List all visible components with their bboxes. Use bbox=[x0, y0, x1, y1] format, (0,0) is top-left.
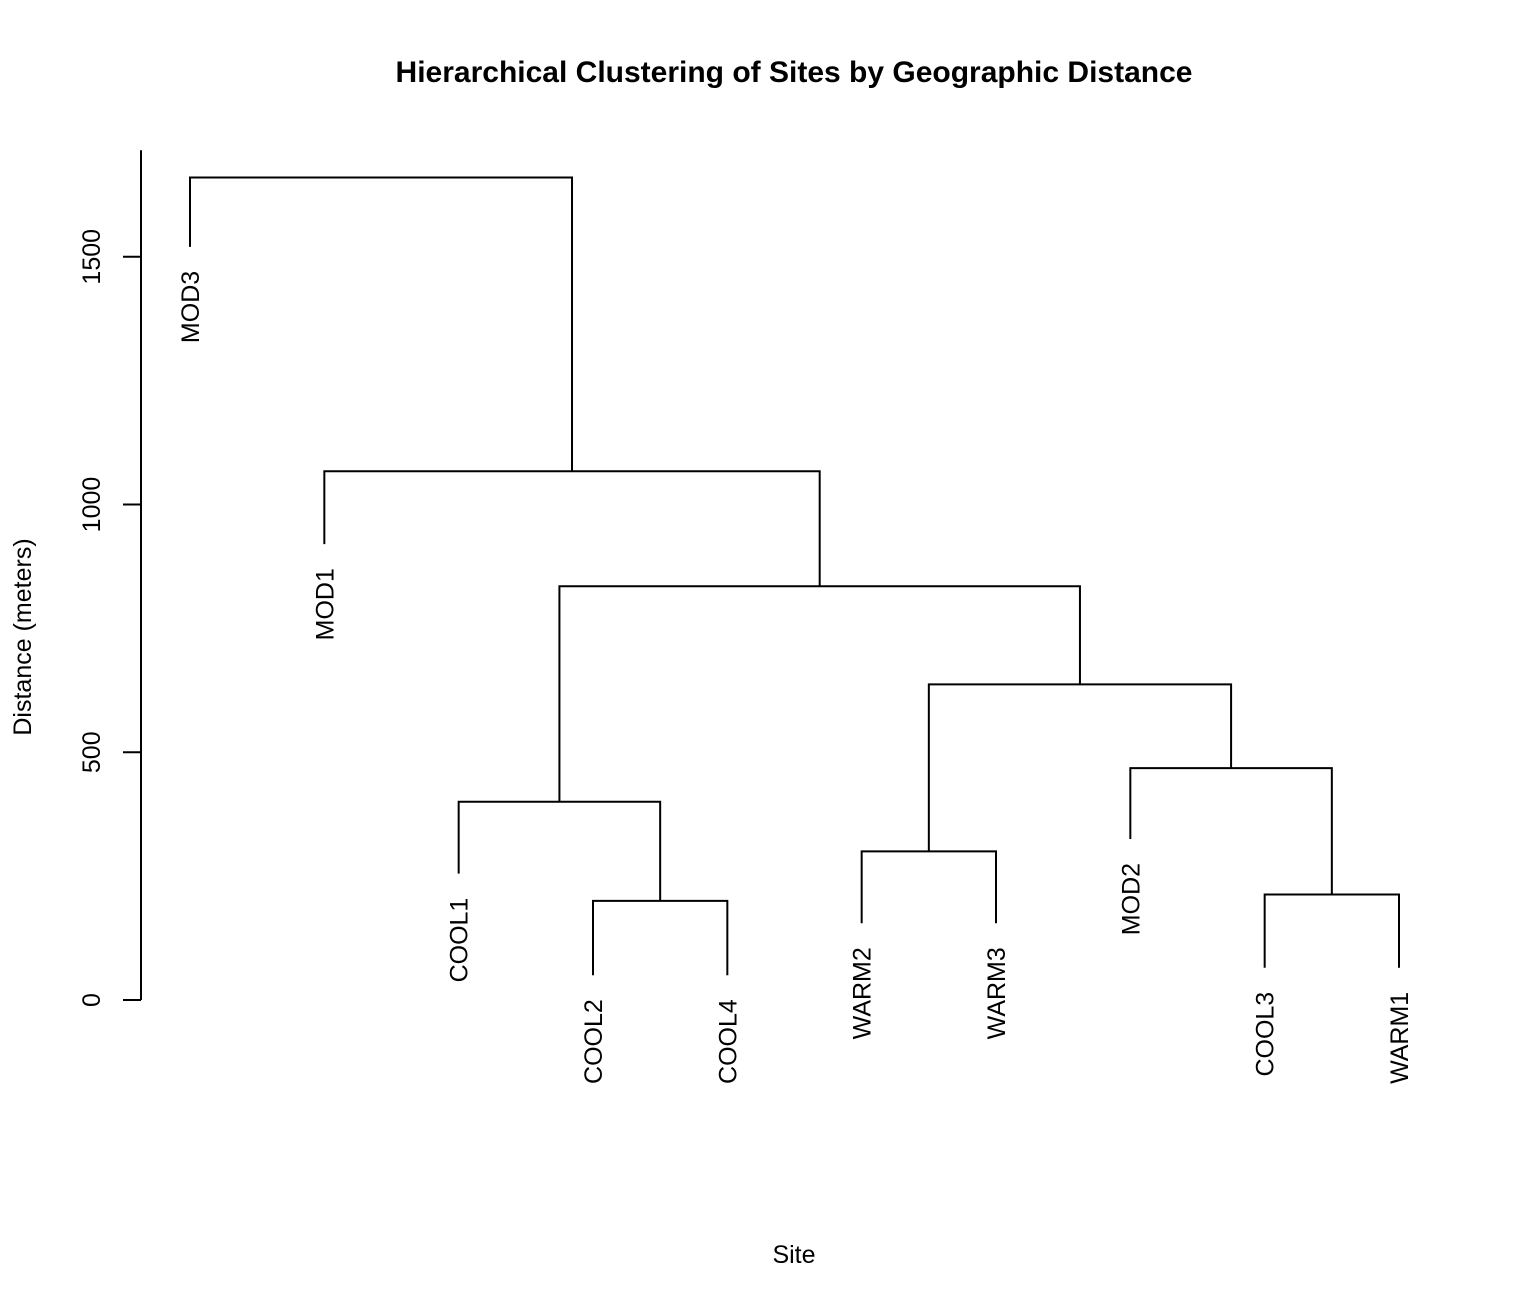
leaf-label: COOL3 bbox=[1252, 992, 1280, 1077]
dendrogram-links bbox=[189, 176, 1400, 976]
dendrogram-link bbox=[860, 850, 997, 924]
y-tick-label: 0 bbox=[78, 993, 106, 1007]
dendrogram-link bbox=[1129, 767, 1333, 895]
y-axis: 0 500 1000 1500 bbox=[78, 150, 142, 1007]
dendrogram-link bbox=[558, 585, 1081, 802]
chart-title: Hierarchical Clustering of Sites by Geog… bbox=[396, 56, 1193, 89]
leaf-label: WARM2 bbox=[849, 947, 877, 1039]
leaf-label: MOD2 bbox=[1117, 863, 1145, 935]
leaf-labels: MOD3 MOD1 COOL1 COOL2 COOL4 WARM2 WARM3 MOD2 COO… bbox=[177, 271, 1414, 1084]
dendrogram-link bbox=[189, 176, 574, 472]
dendrogram-link bbox=[1263, 893, 1400, 968]
x-axis-label: Site bbox=[772, 1241, 815, 1269]
leaf-label: COOL2 bbox=[580, 999, 608, 1084]
dendrogram-link bbox=[592, 899, 729, 976]
leaf-label: WARM3 bbox=[983, 947, 1011, 1039]
leaf-label: COOL4 bbox=[714, 999, 742, 1084]
leaf-label: COOL1 bbox=[446, 898, 474, 983]
leaf-label: MOD3 bbox=[177, 271, 205, 343]
y-tick-label: 500 bbox=[78, 731, 106, 773]
y-tick-label: 1000 bbox=[78, 477, 106, 533]
y-tick-label: 1500 bbox=[78, 229, 106, 285]
leaf-label: WARM1 bbox=[1386, 992, 1414, 1084]
dendrogram-link bbox=[323, 470, 821, 587]
dendrogram-link bbox=[927, 683, 1233, 852]
dendrogram-link bbox=[457, 800, 662, 901]
y-axis-label: Distance (meters) bbox=[9, 538, 37, 735]
leaf-label: MOD1 bbox=[311, 568, 339, 640]
